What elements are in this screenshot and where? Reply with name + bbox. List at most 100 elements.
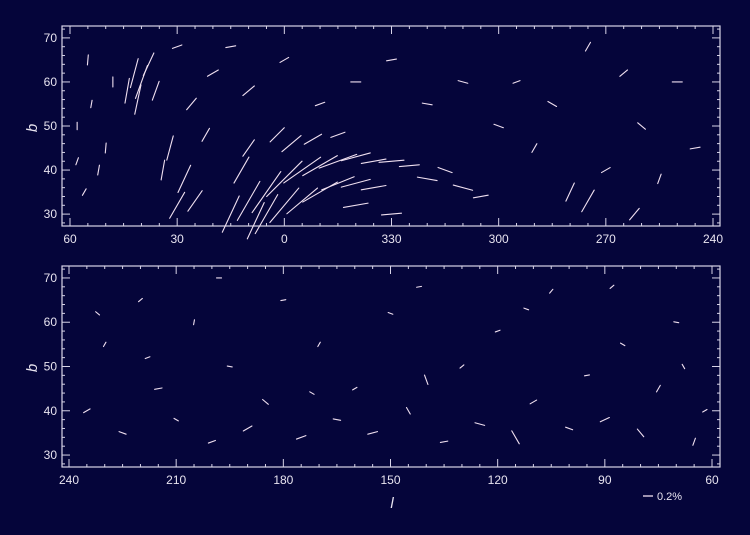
- polarization-vector: [457, 80, 469, 84]
- polarization-vector: [177, 164, 192, 194]
- polarization-vector: [137, 297, 143, 303]
- polarization-vector: [233, 156, 250, 184]
- polarization-vector: [681, 363, 686, 370]
- polarization-vector: [221, 195, 240, 233]
- polarization-vector: [102, 341, 107, 348]
- polarization-vector: [581, 189, 595, 213]
- polarization-vector: [186, 97, 197, 111]
- polarization-vector: [281, 135, 302, 153]
- polarization-vector: [378, 159, 405, 163]
- polarization-vector: [225, 45, 237, 49]
- x-tick-label: 0: [281, 232, 288, 246]
- polarization-vector: [254, 194, 279, 235]
- polarization-vector: [340, 178, 371, 188]
- x-tick-label: 330: [381, 232, 401, 246]
- polarization-vector: [619, 69, 629, 77]
- x-tick-label: 60: [705, 473, 719, 487]
- polarization-vector: [689, 146, 701, 150]
- polarization-vector: [583, 374, 590, 377]
- x-tick-label: 300: [489, 232, 509, 246]
- polarization-vector: [242, 425, 253, 432]
- polarization-vector: [340, 152, 371, 162]
- polarization-vector: [702, 408, 708, 413]
- polarization-vector: [75, 157, 79, 166]
- polarization-vector: [342, 202, 369, 209]
- polarization-vector: [547, 100, 558, 108]
- polarization-vector: [242, 85, 255, 97]
- polarization-vector: [266, 160, 303, 198]
- polarization-vector: [352, 386, 358, 391]
- x-tick-label: 150: [380, 473, 400, 487]
- x-tick-label: 30: [170, 232, 184, 246]
- polarization-vector: [142, 52, 155, 77]
- polarization-vector: [655, 384, 661, 393]
- polarization-vector: [236, 180, 261, 221]
- polarization-vector: [692, 437, 696, 446]
- polarization-vector: [309, 391, 315, 395]
- polarization-vector: [134, 84, 142, 115]
- polarization-vector: [173, 417, 179, 422]
- y-tick-label: 50: [44, 119, 58, 133]
- polarization-vector: [90, 99, 93, 109]
- y-tick-label: 70: [44, 31, 58, 45]
- y-tick-label: 40: [44, 163, 58, 177]
- y-tick-label: 30: [44, 207, 58, 221]
- plot-frame: [61, 25, 721, 227]
- x-tick-label: 60: [63, 232, 77, 246]
- polarization-vector: [619, 342, 626, 347]
- bottom-panel: 240 210 180 150 120 90 60 30 40 50 60 70: [44, 265, 721, 487]
- polarization-vector: [657, 173, 662, 185]
- polarization-vector: [387, 311, 394, 315]
- polarization-vector: [169, 191, 186, 219]
- plot-frame: [61, 265, 721, 468]
- polarization-vector: [295, 435, 307, 440]
- polarization-vector: [280, 299, 287, 302]
- y-tick-label: 40: [44, 404, 58, 418]
- polarization-vector: [151, 80, 160, 101]
- polarization-vector: [97, 164, 100, 176]
- polarization-vector: [160, 159, 166, 181]
- polarization-vector: [262, 398, 269, 405]
- polarization-vector: [242, 139, 255, 157]
- polarization-vector: [206, 69, 219, 77]
- polarization-vector: [144, 356, 151, 360]
- polarization-vector: [302, 155, 338, 177]
- polarization-vector: [129, 58, 139, 89]
- polarization-vector: [314, 101, 326, 107]
- polarization-vector: [81, 188, 87, 196]
- y-tick-label: 60: [44, 315, 58, 329]
- polarization-vector: [472, 194, 489, 199]
- polarization-vector: [321, 176, 355, 191]
- x-tick-label: 270: [596, 232, 616, 246]
- ylabel-top: b: [24, 124, 41, 132]
- polarization-vector: [279, 56, 290, 63]
- polarization-vector: [380, 212, 403, 216]
- polarization-vector: [317, 341, 321, 348]
- polarization-vector: [166, 135, 174, 161]
- y-tick-label: 50: [44, 360, 58, 374]
- polarization-vector: [360, 184, 387, 191]
- polarization-vector: [565, 182, 575, 202]
- polarization-vector: [565, 426, 574, 431]
- polarization-vector: [330, 131, 346, 138]
- polarization-vector: [423, 374, 429, 386]
- polarization-vector: [439, 440, 449, 443]
- polarization-vector: [636, 428, 645, 438]
- polarization-vector: [226, 365, 233, 368]
- polarization-vector: [637, 122, 646, 130]
- polarization-vector: [609, 284, 615, 289]
- polarization-vector: [474, 422, 486, 426]
- polarization-vector: [171, 44, 183, 49]
- polarization-vector: [201, 127, 211, 142]
- polarization-vector: [360, 158, 387, 164]
- x-tick-label: 240: [703, 232, 723, 246]
- polarization-vector: [437, 166, 453, 174]
- polarization-vector: [303, 133, 323, 145]
- polarization-vector: [416, 176, 438, 182]
- y-tick-label: 60: [44, 75, 58, 89]
- polarization-vector: [124, 77, 130, 104]
- polarization-vector: [549, 288, 554, 294]
- polarization-vector: [367, 431, 379, 435]
- polarization-vector: [405, 406, 411, 415]
- x-tick-label: 120: [488, 473, 508, 487]
